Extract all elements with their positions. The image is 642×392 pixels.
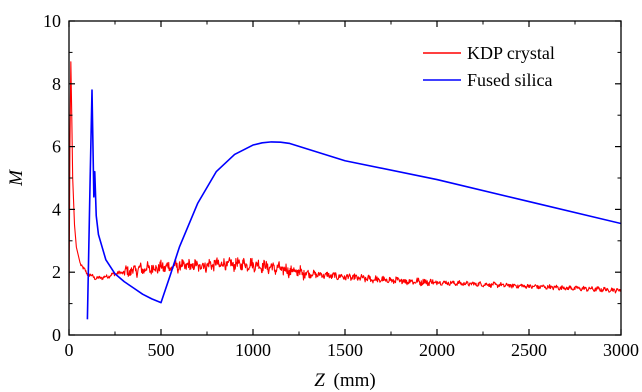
y-tick-label-0: 0 xyxy=(52,325,61,345)
legend-label-fused-silica: Fused silica xyxy=(467,70,553,90)
legend: KDP crystal Fused silica xyxy=(423,43,555,90)
tick-labels-layer: 0 500 1000 1500 2000 2500 3000 0 2 4 6 8 10 xyxy=(43,11,639,360)
x-tick-label-3000: 3000 xyxy=(603,340,639,360)
x-axis-label-variable: Z xyxy=(314,370,325,391)
x-tick-label-500: 500 xyxy=(148,340,175,360)
y-tick-label-6: 6 xyxy=(52,137,61,157)
x-tick-label-2000: 2000 xyxy=(419,340,455,360)
y-tick-label-8: 8 xyxy=(52,74,61,94)
x-axis-label-unit: (mm) xyxy=(334,370,376,391)
legend-label-kdp-crystal: KDP crystal xyxy=(467,43,555,63)
x-tick-label-1000: 1000 xyxy=(235,340,271,360)
y-tick-label-10: 10 xyxy=(43,11,61,31)
series-line-fused-silica xyxy=(86,89,621,320)
x-tick-label-2500: 2500 xyxy=(511,340,547,360)
series-layer xyxy=(69,61,621,320)
series-line-kdp-crystal xyxy=(69,61,621,304)
y-axis-label: M xyxy=(6,169,27,187)
y-tick-label-4: 4 xyxy=(52,199,61,219)
x-tick-label-1500: 1500 xyxy=(327,340,363,360)
ticks-layer xyxy=(68,20,622,336)
x-tick-label-0: 0 xyxy=(65,340,74,360)
x-axis-label: Z (mm) xyxy=(314,370,376,391)
y-tick-label-2: 2 xyxy=(52,262,61,282)
